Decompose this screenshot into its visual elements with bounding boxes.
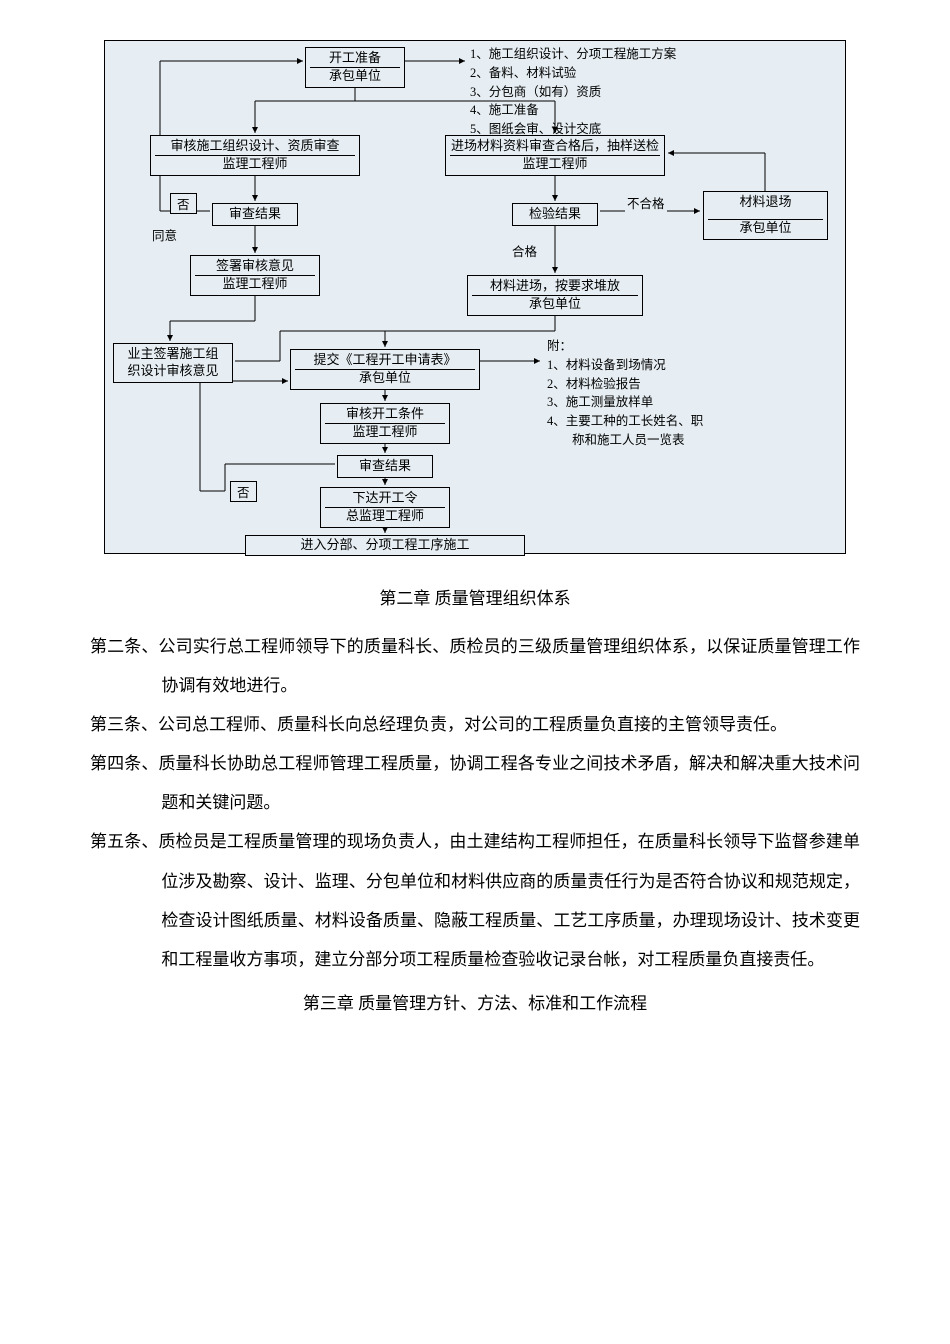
node-material-inspect: 进场材料资料审查合格后，抽样送检 监理工程师	[445, 135, 665, 176]
node-start-order: 下达开工令 总监理工程师	[320, 487, 450, 528]
article-body: 公司实行总工程师领导下的质量科长、质检员的三级质量管理组织体系，以保证质量管理工…	[158, 637, 860, 695]
text: 监理工程师	[155, 155, 355, 173]
text: 材料进场，按要求堆放	[472, 278, 638, 295]
article-4: 第四条、质量科长协助总工程师管理工程质量，协调工程各专业之间技术矛盾，解决和解决…	[90, 744, 860, 822]
text: 进场材料资料审查合格后，抽样送检	[450, 138, 660, 155]
text: 总监理工程师	[325, 507, 445, 525]
text: 承包单位	[472, 295, 638, 313]
node-submit-app: 提交《工程开工申请表》 承包单位	[290, 349, 480, 390]
list-attachments: 附： 1、材料设备到场情况 2、材料检验报告 3、施工测量放样单 4、主要工种的…	[547, 337, 827, 450]
label-no-1: 否	[170, 193, 197, 214]
article-body: 质量科长协助总工程师管理工程质量，协调工程各专业之间技术矛盾，解决和解决重大技术…	[158, 754, 860, 812]
text: 监理工程师	[450, 155, 660, 173]
article-head: 第三条、	[90, 715, 158, 734]
node-enter-process: 进入分部、分项工程工序施工	[245, 535, 525, 556]
label-no-2: 否	[230, 481, 257, 502]
chapter-3-title: 第三章 质量管理方针、方法、标准和工作流程	[90, 989, 860, 1014]
text: 提交《工程开工申请表》	[295, 352, 475, 369]
node-review-start: 审核开工条件 监理工程师	[320, 403, 450, 444]
label-pass: 合格	[510, 241, 539, 260]
article-head: 第四条、	[90, 754, 158, 773]
text: 承包单位	[310, 67, 400, 85]
text: 承包单位	[295, 369, 475, 387]
node-test-result: 检验结果	[512, 203, 598, 226]
node-review-design: 审核施工组织设计、资质审查 监理工程师	[150, 135, 360, 176]
node-review-result: 审查结果	[212, 203, 298, 226]
text: 承包单位	[708, 219, 823, 237]
node-material-in: 材料进场，按要求堆放 承包单位	[467, 275, 643, 316]
article-3: 第三条、公司总工程师、质量科长向总经理负责，对公司的工程质量负直接的主管领导责任…	[90, 705, 860, 744]
text: 监理工程师	[195, 275, 315, 293]
article-2: 第二条、公司实行总工程师领导下的质量科长、质检员的三级质量管理组织体系，以保证质…	[90, 627, 860, 705]
chapter-2-title: 第二章 质量管理组织体系	[90, 584, 860, 609]
article-head: 第二条、	[90, 637, 158, 656]
node-review-result-2: 审查结果	[337, 455, 433, 478]
text: 材料退场	[708, 194, 823, 211]
node-material-return: 材料退场 承包单位	[703, 191, 828, 240]
flowchart: 开工准备 承包单位 1、施工组织设计、分项工程施工方案 2、备料、材料试验 3、…	[104, 40, 846, 554]
text: 监理工程师	[325, 423, 445, 441]
article-body: 公司总工程师、质量科长向总经理负责，对公司的工程质量负直接的主管领导责任。	[158, 715, 787, 734]
text: 下达开工令	[325, 490, 445, 507]
article-5: 第五条、质检员是工程质量管理的现场负责人，由土建结构工程师担任，在质量科长领导下…	[90, 822, 860, 978]
node-start-prep: 开工准备 承包单位	[305, 47, 405, 88]
article-body: 质检员是工程质量管理的现场负责人，由土建结构工程师担任，在质量科长领导下监督参建…	[158, 832, 860, 968]
label-agree: 同意	[150, 225, 179, 244]
text: 开工准备	[310, 50, 400, 67]
label-fail: 不合格	[625, 193, 667, 212]
node-owner-sign: 业主签署施工组 织设计审核意见	[113, 343, 233, 383]
node-sign-opinion: 签署审核意见 监理工程师	[190, 255, 320, 296]
article-head: 第五条、	[90, 832, 158, 851]
text: 审核施工组织设计、资质审查	[155, 138, 355, 155]
text: 签署审核意见	[195, 258, 315, 275]
list-prep-items: 1、施工组织设计、分项工程施工方案 2、备料、材料试验 3、分包商（如有）资质 …	[470, 45, 830, 139]
text: 审核开工条件	[325, 406, 445, 423]
